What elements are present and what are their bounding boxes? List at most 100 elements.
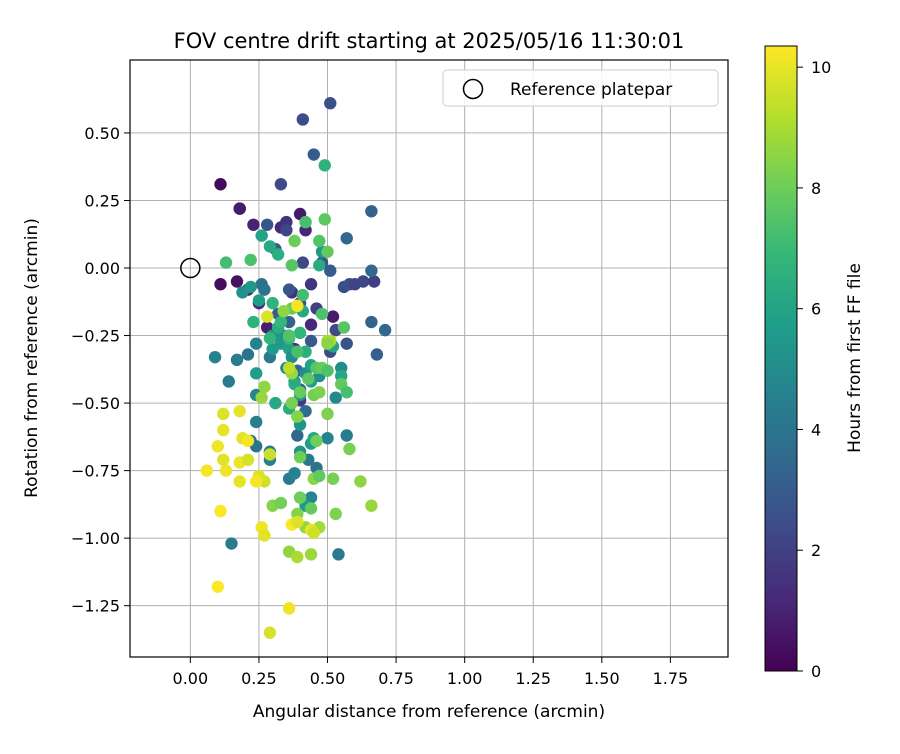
data-point <box>233 404 246 418</box>
data-point <box>214 178 227 191</box>
data-point <box>258 529 271 542</box>
data-point <box>260 310 274 323</box>
y-tick-label: −0.50 <box>71 394 120 413</box>
data-point <box>321 407 334 421</box>
data-point <box>304 318 318 331</box>
data-point <box>282 283 296 296</box>
data-point <box>249 337 263 350</box>
data-point <box>321 431 334 445</box>
data-point <box>263 240 277 253</box>
data-point <box>241 453 255 467</box>
data-point <box>230 275 244 288</box>
y-tick-label: −0.25 <box>71 327 120 346</box>
colorbar-tick-label: 2 <box>811 541 821 560</box>
data-point <box>258 380 271 394</box>
data-point <box>329 507 342 521</box>
legend-label-reference-platepar: Reference platepar <box>510 80 672 100</box>
colorbar-tick-label: 4 <box>811 420 821 439</box>
data-point <box>291 410 304 423</box>
data-point <box>266 296 279 310</box>
data-point <box>365 264 378 277</box>
y-tick-label: 0.50 <box>84 124 120 143</box>
data-point <box>340 232 353 245</box>
colorbar-tick-label: 0 <box>811 662 821 681</box>
x-tick-label: 1.75 <box>653 669 689 688</box>
data-point <box>318 159 331 172</box>
data-point <box>296 288 310 302</box>
data-point <box>288 467 301 480</box>
y-tick-label: 0.25 <box>84 191 120 210</box>
data-point <box>340 386 353 399</box>
data-point <box>208 350 222 364</box>
data-point <box>274 178 288 191</box>
data-point <box>219 256 233 269</box>
data-point <box>304 502 318 515</box>
colorbar-gradient <box>764 45 798 672</box>
data-point <box>274 496 288 510</box>
data-point <box>340 429 353 442</box>
data-point <box>315 307 329 321</box>
data-point <box>365 205 378 218</box>
data-point <box>318 213 331 226</box>
data-point <box>282 329 296 342</box>
legend: Reference platepar <box>442 69 719 107</box>
data-point <box>321 364 334 377</box>
data-point <box>291 515 304 529</box>
data-point <box>291 429 304 442</box>
legend-reference-marker <box>462 78 484 100</box>
data-point <box>340 337 353 350</box>
data-point <box>302 372 315 385</box>
data-point <box>356 275 370 288</box>
data-point <box>214 278 227 291</box>
data-point <box>263 332 277 345</box>
data-point <box>241 434 255 448</box>
x-tick-label: 0.25 <box>241 669 277 688</box>
data-point <box>293 491 307 504</box>
y-ticks: −1.25 −1.00 −0.75 −0.50 −0.25 0.00 0.25 0.50 <box>71 124 130 616</box>
data-point <box>365 315 378 329</box>
data-point <box>282 602 296 615</box>
data-point <box>258 283 271 296</box>
data-point <box>288 234 301 248</box>
plot-frame <box>129 59 729 658</box>
data-point <box>244 253 257 267</box>
data-point <box>244 280 257 294</box>
data-point <box>313 259 326 272</box>
x-tick-label: 1.50 <box>584 669 620 688</box>
data-point <box>304 334 318 348</box>
data-point <box>274 315 288 329</box>
data-point <box>277 305 290 318</box>
data-point <box>332 548 345 561</box>
data-point <box>255 391 268 404</box>
y-tick-label: −0.75 <box>71 462 120 481</box>
data-point <box>321 245 334 258</box>
colorbar: 0 2 4 6 8 10 Hours from first FF file <box>764 45 865 681</box>
colorbar-label: Hours from first FF file <box>845 263 865 453</box>
data-point <box>219 464 233 477</box>
data-point <box>354 475 367 488</box>
reference-platepar-marker <box>180 257 201 279</box>
data-point <box>225 537 238 550</box>
data-point <box>263 448 277 461</box>
y-tick-label: 0.00 <box>84 259 120 278</box>
data-point <box>367 275 381 288</box>
data-point <box>291 345 304 358</box>
data-point <box>211 580 224 593</box>
data-point <box>285 396 299 410</box>
data-point <box>365 499 378 512</box>
data-point <box>307 526 320 539</box>
data-point <box>269 396 282 410</box>
data-points <box>200 97 392 639</box>
data-point <box>249 475 263 488</box>
data-point <box>263 626 277 639</box>
data-point <box>324 97 337 110</box>
data-point <box>217 453 230 467</box>
data-point <box>310 434 323 448</box>
data-point <box>329 391 342 404</box>
data-point <box>313 386 326 399</box>
y-tick-label: −1.00 <box>71 529 120 548</box>
data-point <box>249 367 263 380</box>
y-axis-label: Rotation from reference (arcmin) <box>22 218 42 498</box>
data-point <box>321 337 334 350</box>
